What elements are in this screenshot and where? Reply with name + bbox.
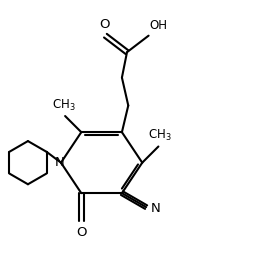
Text: N: N (55, 156, 65, 169)
Text: CH$_3$: CH$_3$ (52, 98, 76, 113)
Text: O: O (99, 18, 109, 31)
Text: O: O (76, 226, 87, 239)
Text: OH: OH (150, 19, 168, 32)
Text: CH$_3$: CH$_3$ (148, 128, 171, 143)
Text: N: N (151, 202, 161, 215)
